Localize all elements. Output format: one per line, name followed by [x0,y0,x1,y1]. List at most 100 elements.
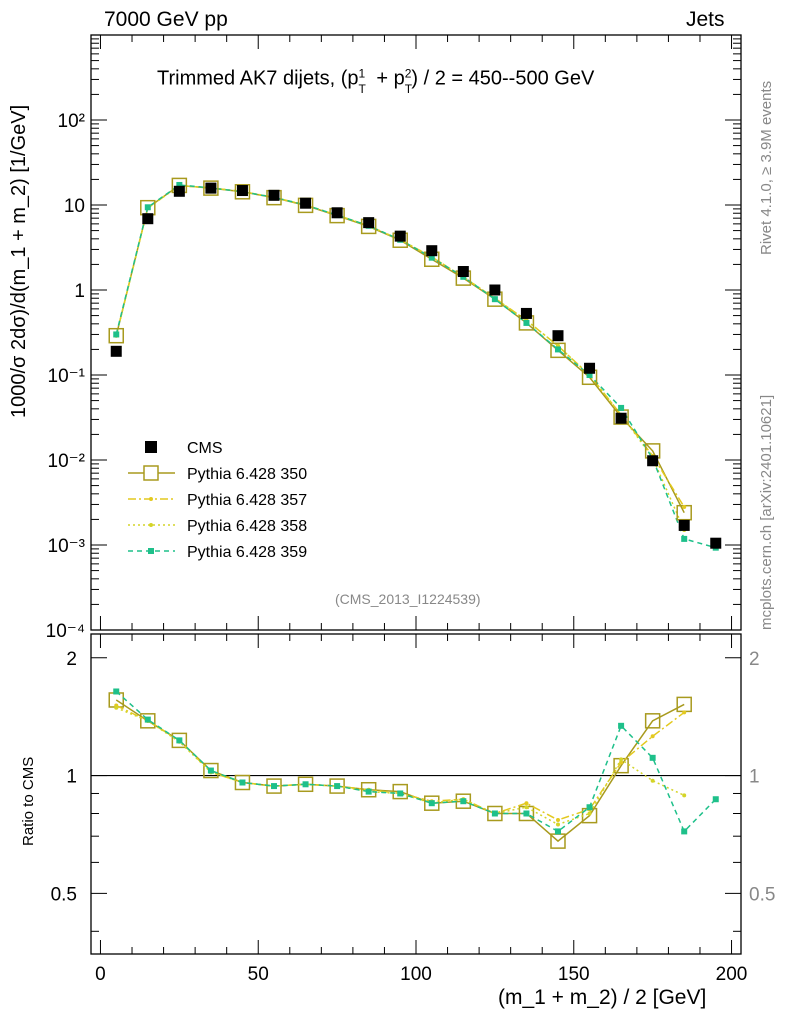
mc-marker-350 [203,180,219,196]
y-tick-label: 10⁻² [48,451,86,472]
cms-data-point [394,230,406,242]
mc-marker-359 [113,331,120,338]
ratio-marker-359 [144,716,151,723]
mc-marker-359 [554,346,561,353]
legend-label: Pythia 6.428 358 [187,518,307,535]
y-tick-label: 10⁻³ [48,536,86,557]
ratio-marker-359 [271,783,278,790]
ratio-tick-label-right: 1 [749,767,760,788]
ratio-marker-359 [523,810,530,817]
ratio-marker-350 [234,774,251,791]
chart-title-main: Trimmed AK7 dijets, (p [157,67,359,90]
x-axis-label: (m_1 + m_2) / 2 [GeV] [498,986,707,1009]
analysis-id: (CMS_2013_I1224539) [335,591,481,607]
mc-marker-359 [618,404,625,411]
ratio-marker [682,793,687,798]
ratio-marker-359 [176,737,183,744]
ratio-marker-350 [392,783,408,800]
mc-marker-359 [586,372,593,378]
ratio-marker-359 [397,790,404,797]
x-tick-label: 0 [95,964,106,985]
legend-label: CMS [187,440,223,457]
cms-data-point [647,455,659,467]
y-tick-label: 10⁻⁴ [46,621,85,642]
ratio-marker-359 [113,688,120,695]
mc-marker [682,504,687,509]
mc-line [115,184,716,549]
cms-data-point [552,330,564,342]
mc-marker-359 [176,181,183,188]
cms-data-point [110,345,122,357]
legend-label: Pythia 6.428 357 [187,492,307,509]
x-tick-label: 100 [400,964,432,985]
ratio-marker-359 [712,796,719,803]
mc-marker-359 [144,204,151,211]
ratio-tick-label: 2 [66,649,77,670]
legend-marker-359 [148,548,154,554]
ratio-marker [524,801,529,806]
ratio-marker-359 [207,767,214,774]
cms-data-point [584,362,596,374]
x-tick-label: 200 [716,964,748,985]
mc-marker-350 [550,342,566,359]
cms-data-point [173,185,185,197]
ratio-marker-359 [681,828,688,835]
ratio-line [115,704,685,821]
cms-data-point [520,307,532,319]
ratio-marker [650,734,655,739]
ratio-marker [524,805,529,810]
category-label: Jets [686,8,725,31]
ratio-marker-359 [491,810,498,817]
ratio-marker [619,760,624,765]
cms-data-point [236,185,248,197]
ratio-line [115,690,717,833]
ratio-tick-label: 0.5 [51,884,77,905]
legend-marker-350 [143,465,159,481]
cms-data-point [363,217,375,229]
ratio-marker-350 [424,795,440,811]
y-tick-label: 10² [58,111,85,132]
ratio-marker [555,822,560,827]
ratio-tick-label: 1 [66,767,77,788]
cms-data-point [710,537,722,549]
ratio-marker-359 [554,828,561,835]
ratio-marker-359 [334,783,341,790]
y-tick-label: 1 [74,281,85,302]
ratio-marker-359 [365,788,372,795]
ratio-marker [587,811,592,816]
ratio-marker-350 [203,762,219,779]
chart-title-rest: / 2 = 450--500 GeV [423,67,595,90]
cms-data-point [300,197,312,209]
cms-data-point [678,519,690,531]
legend-marker [149,523,153,527]
x-tick-label: 150 [558,964,590,985]
cms-data-point [142,213,154,225]
ratio-marker [555,817,560,822]
cms-data-point [426,245,438,257]
ratio-marker-359 [586,804,593,811]
mc-marker-359 [491,296,498,303]
ratio-tick-label-right: 2 [749,649,760,670]
ratio-marker [682,710,687,715]
cms-data-point [205,182,217,194]
legend-label: Pythia 6.428 359 [187,544,307,561]
y-tick-label: 10⁻¹ [48,366,86,387]
mc-marker-350 [108,327,124,344]
ratio-marker-350 [487,805,503,822]
ratio-line [115,699,685,843]
ratio-plot-frame [90,633,742,955]
ratio-marker [619,757,624,762]
mc-marker-359 [523,319,530,326]
ratio-marker [650,778,655,783]
cms-data-point [615,412,627,424]
ratio-marker-359 [460,798,467,805]
cms-data-point [268,189,280,201]
cms-data-point [457,266,469,278]
ratio-marker-350 [140,713,156,729]
ratio-marker-359 [618,722,625,729]
legend-label: Pythia 6.428 350 [187,466,307,483]
ratio-marker-350 [644,713,661,729]
ratio-line [115,707,685,826]
ratio-marker-350 [360,781,377,798]
